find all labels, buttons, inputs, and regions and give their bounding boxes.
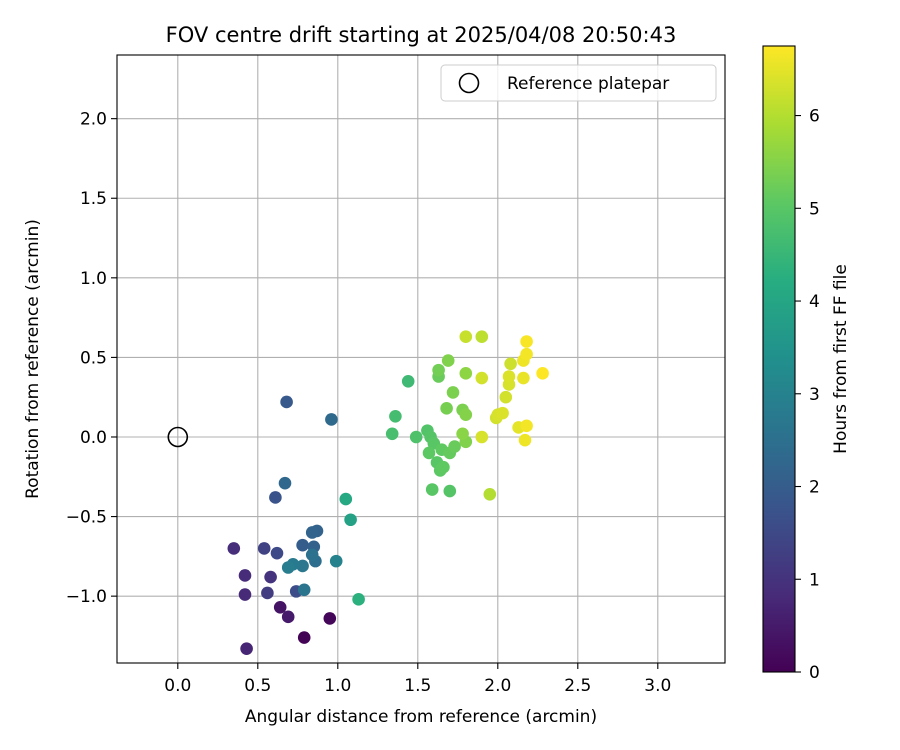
data-point — [296, 538, 309, 552]
x-tick-label: 2.5 — [564, 676, 591, 696]
data-point — [499, 390, 513, 404]
data-point — [401, 374, 415, 388]
x-tick-label: 1.5 — [404, 676, 431, 696]
x-tick-label: 0.0 — [164, 676, 191, 696]
data-point — [520, 335, 533, 348]
data-point — [446, 386, 460, 399]
data-point — [502, 370, 516, 383]
data-point — [517, 371, 530, 385]
colorbar-tick-label: 4 — [809, 292, 820, 312]
data-point — [456, 427, 469, 441]
data-point — [325, 413, 338, 426]
data-point — [344, 513, 357, 527]
data-point — [432, 363, 445, 377]
data-point — [459, 367, 473, 380]
data-point — [261, 586, 274, 600]
gridlines — [117, 55, 725, 663]
legend: Reference platepar — [440, 64, 717, 102]
x-axis-ticks: 0.0 0.5 1.0 1.5 2.0 2.5 3.0 — [164, 663, 671, 696]
data-point — [483, 487, 497, 501]
data-point — [475, 330, 489, 344]
data-point — [297, 583, 311, 597]
data-point — [520, 347, 533, 361]
data-point — [281, 561, 295, 574]
data-point — [422, 446, 436, 460]
plot-frame — [116, 54, 726, 664]
y-tick-label: 0.5 — [80, 348, 107, 368]
colorbar-tick-label: 5 — [809, 199, 820, 219]
data-point — [269, 491, 282, 504]
data-point — [440, 402, 453, 415]
data-point — [437, 460, 450, 474]
colorbar-tick-label: 6 — [809, 107, 820, 127]
data-point — [518, 433, 532, 447]
data-point — [409, 430, 423, 444]
data-point — [385, 427, 399, 441]
data-point — [443, 484, 457, 498]
data-point — [475, 371, 489, 385]
data-point — [297, 631, 311, 644]
data-point — [305, 526, 319, 539]
y-tick-label: −1.0 — [66, 587, 107, 607]
legend-marker-icon — [458, 72, 480, 94]
colorbar-tick-label: 1 — [809, 570, 820, 590]
data-point — [496, 406, 509, 420]
data-point — [504, 357, 517, 371]
y-tick-label: 0.0 — [80, 428, 107, 448]
y-tick-label: 1.5 — [80, 189, 107, 209]
data-point — [475, 430, 489, 444]
legend-box — [440, 64, 717, 102]
x-tick-label: 3.0 — [644, 676, 671, 696]
data-point — [240, 642, 253, 655]
data-point — [273, 600, 287, 614]
chart-title: FOV centre drift starting at 2025/04/08 … — [166, 23, 677, 47]
data-point — [238, 588, 252, 601]
plot-area — [117, 55, 725, 663]
data-points — [227, 330, 549, 655]
y-tick-label: 2.0 — [80, 110, 107, 130]
data-point — [305, 548, 319, 562]
data-point — [270, 546, 284, 560]
data-point — [281, 610, 295, 624]
data-point — [448, 440, 461, 453]
colorbar-ticks: 0 1 2 3 4 5 6 — [795, 107, 820, 683]
colorbar-tick-label: 3 — [809, 385, 820, 405]
colorbar-tick-label: 2 — [809, 478, 820, 498]
colorbar-gradient — [762, 45, 796, 673]
data-point — [238, 569, 252, 582]
data-point — [425, 483, 439, 496]
x-axis-label: Angular distance from reference (arcmin) — [245, 707, 597, 727]
x-tick-label: 1.0 — [324, 676, 351, 696]
data-point — [280, 395, 293, 409]
y-axis-ticks: −1.0 −0.5 0.0 0.5 1.0 1.5 2.0 — [66, 110, 117, 607]
colorbar: 0 1 2 3 4 5 6 Hours from first FF file — [762, 45, 851, 683]
x-tick-label: 2.0 — [484, 676, 511, 696]
data-point — [352, 593, 365, 606]
data-point — [296, 559, 309, 573]
data-point — [459, 330, 473, 344]
data-point — [264, 570, 277, 584]
y-tick-label: 1.0 — [80, 269, 107, 289]
colorbar-label: Hours from first FF file — [831, 264, 851, 454]
data-point — [329, 554, 343, 568]
data-point — [257, 542, 271, 555]
data-point — [278, 476, 292, 490]
data-point — [441, 354, 455, 367]
x-tick-label: 0.5 — [244, 676, 271, 696]
colorbar-tick-label: 0 — [809, 663, 820, 683]
y-tick-label: −0.5 — [66, 508, 107, 528]
data-point — [323, 612, 337, 625]
data-point — [536, 367, 549, 380]
reference-platepar-marker — [167, 426, 189, 448]
data-point — [520, 419, 533, 433]
data-point — [459, 408, 473, 422]
data-point — [389, 409, 402, 423]
legend-label: Reference platepar — [507, 74, 669, 94]
data-point — [227, 542, 241, 555]
y-axis-label: Rotation from reference (arcmin) — [23, 219, 43, 499]
data-point — [339, 492, 353, 506]
